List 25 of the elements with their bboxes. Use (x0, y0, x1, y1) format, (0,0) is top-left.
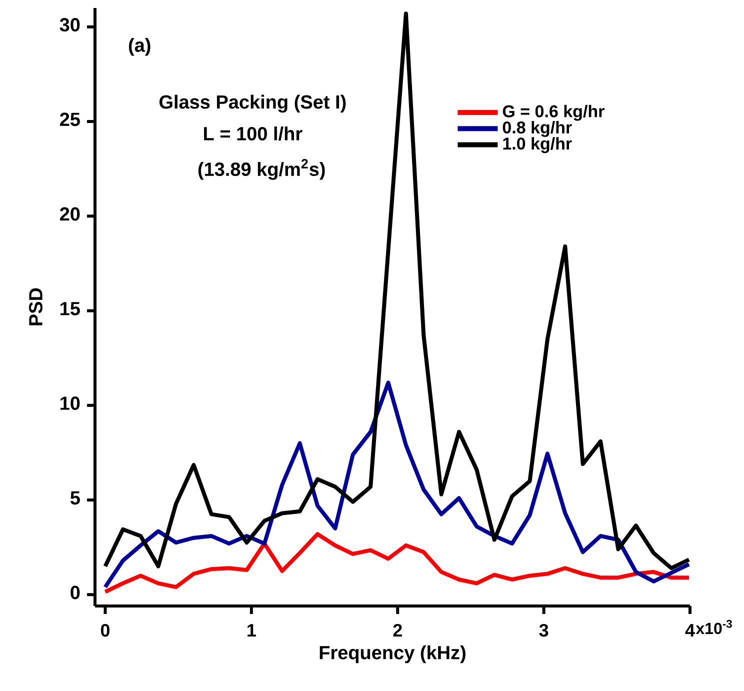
legend-label: 0.8 kg/hr (502, 121, 572, 137)
annotation: (a) (128, 38, 150, 56)
line-series (103, 12, 691, 570)
y-tick-label: 25 (60, 112, 80, 126)
y-tick-label: 15 (60, 302, 80, 316)
annotation: L = 100 l/hr (204, 126, 302, 141)
text: x10$^{-3}$ (696, 620, 732, 634)
x-tick-label: 2 (393, 624, 402, 637)
line-series (103, 380, 691, 590)
y-tick-label: 5 (70, 491, 80, 505)
x-tick-label: 1 (248, 624, 256, 637)
x-tick-label: 4 (685, 624, 695, 637)
y-tick-label: 20 (60, 207, 80, 221)
x-tick-label: 0 (100, 624, 110, 637)
y-tick-label: 30 (60, 18, 80, 32)
x-axis-title: Frequency (kHz) (320, 645, 466, 664)
y-axis-title: PSD (29, 288, 42, 326)
legend-label: 1.0 kg/hr (503, 137, 572, 154)
annotation: Glass Packing (Set I) (159, 94, 346, 113)
annotation: (13.89 kg/m$^{2}$s) (198, 159, 325, 180)
x-tick-label: 3 (539, 624, 548, 637)
y-tick-label: 10 (60, 396, 80, 410)
y-tick-label: 0 (70, 586, 80, 600)
legend-label: G = 0.6 kg/hr (502, 104, 604, 121)
line-series (103, 532, 691, 594)
